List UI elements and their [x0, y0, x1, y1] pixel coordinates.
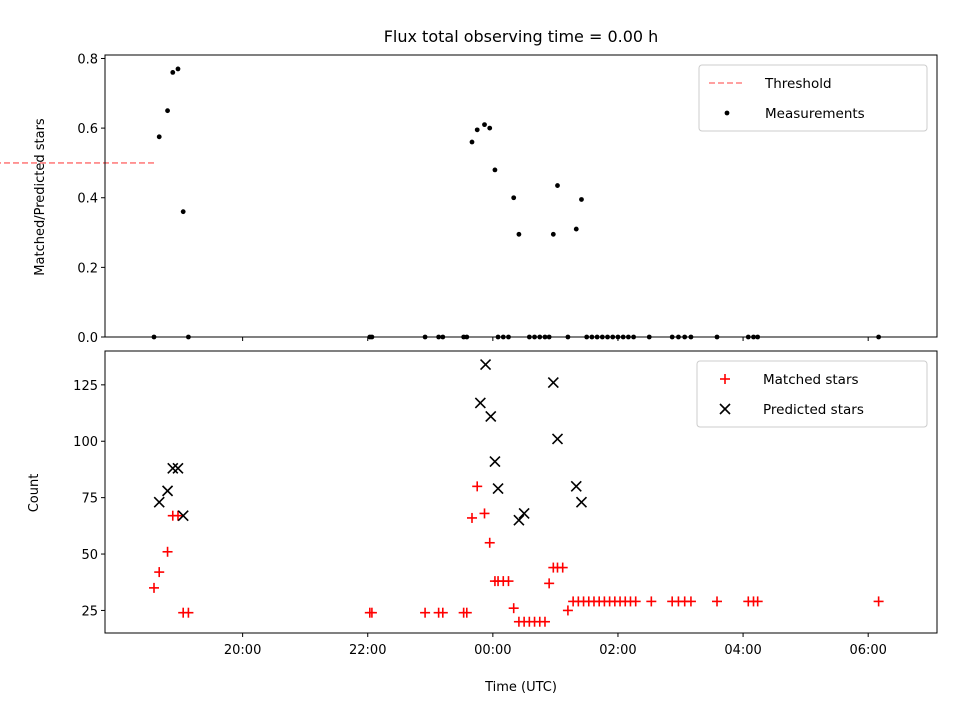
legend-label: Matched stars: [763, 372, 859, 388]
predicted-star-point: [485, 410, 497, 422]
predicted-star-point: [172, 462, 184, 474]
predicted-star-point: [513, 514, 525, 526]
legend-box: [696, 360, 928, 428]
predicted-star-point: [153, 496, 165, 508]
measurement-point: [165, 108, 170, 114]
matched-star-point: [472, 481, 483, 492]
predicted-star-point: [492, 483, 504, 495]
measurement-point: [469, 139, 475, 145]
matched-star-point: [752, 596, 763, 607]
measurement-point: [180, 209, 186, 215]
x-tick-label: 00:00: [474, 643, 511, 658]
measurement-point: [156, 134, 162, 140]
x-tick-label: 20:00: [224, 643, 261, 658]
matched-star-point: [366, 607, 377, 618]
measurement-point: [487, 125, 493, 131]
matched-star-point: [466, 512, 477, 523]
measurement-point: [511, 195, 517, 201]
matched-star-point: [712, 596, 723, 607]
legend-label: Threshold: [764, 76, 832, 92]
y-tick-label: 0.6: [77, 122, 98, 137]
chart-title: Flux total observing time = 0.00 h: [384, 27, 659, 46]
legend-box: [698, 64, 928, 132]
y-tick-label: 125: [73, 379, 98, 394]
matched-star-point: [544, 578, 555, 589]
matched-star-point: [539, 616, 550, 627]
measurement-point: [555, 183, 560, 188]
predicted-star-point: [547, 377, 559, 389]
y-tick-label: 25: [81, 604, 98, 619]
matched-star-point: [646, 596, 657, 607]
matched-star-point: [479, 508, 490, 519]
y-tick-label: 0.0: [77, 331, 98, 346]
matched-star-point: [685, 596, 696, 607]
legend-label: Predicted stars: [763, 402, 864, 418]
measurement-point: [579, 197, 584, 202]
measurement-point: [550, 231, 556, 237]
matched-star-point: [183, 607, 194, 618]
legend: Matched stars Predicted stars: [696, 360, 928, 428]
y-tick-label: 0.8: [77, 52, 98, 67]
y-tick-label: 0.4: [77, 192, 98, 207]
top-y-axis-label: Matched/Predicted stars: [33, 118, 48, 276]
matched-star-point: [461, 607, 472, 618]
measurement-point: [175, 66, 181, 72]
y-tick-label: 50: [81, 548, 98, 563]
measurement-point: [492, 167, 498, 173]
matched-star-point: [484, 537, 495, 548]
y-tick-label: 100: [73, 435, 98, 450]
predicted-star-point: [575, 496, 588, 508]
x-tick-label: 22:00: [349, 643, 386, 658]
measurement-point: [474, 127, 480, 133]
predicted-star-point: [489, 455, 501, 468]
x-tick-label: 06:00: [849, 643, 886, 658]
predicted-star-point: [570, 480, 582, 492]
predicted-star-point: [177, 510, 189, 522]
matched-star-point: [437, 607, 448, 618]
y-tick-label: 75: [81, 492, 98, 507]
predicted-star-point: [161, 485, 174, 497]
measurement-point: [482, 122, 487, 128]
legend-measurement-swatch: [724, 110, 730, 116]
y-tick-label: 0.2: [77, 261, 98, 276]
measurement-point: [573, 226, 579, 232]
legend-predicted-swatch: [719, 403, 731, 415]
bottom-y-axis-label: Count: [27, 474, 42, 513]
legend: Threshold Measurements: [698, 64, 928, 132]
predicted-star-point: [167, 462, 179, 474]
x-axis-label: Time (UTC): [484, 680, 557, 695]
measurement-point: [516, 231, 522, 237]
plot-frame: [104, 350, 938, 634]
bottom-panel-counts: 25 50 75 100 125 20:00 22:00 00:00 02:00 04:00 06:…: [73, 350, 938, 658]
predicted-star-point: [518, 507, 530, 519]
matched-star-point: [503, 576, 514, 587]
top-panel-ratio: 0.0 0.2 0.4 0.6 0.8 Threshold Measurements: [0, 52, 938, 346]
x-tick-label: 04:00: [724, 643, 761, 658]
plot-frame: [104, 54, 938, 338]
matched-star-point: [873, 596, 884, 607]
matched-star-point: [162, 546, 173, 557]
matched-star-point: [149, 582, 160, 593]
matched-star-point: [630, 596, 641, 607]
legend-label: Measurements: [765, 106, 865, 122]
matched-star-point: [420, 607, 431, 618]
x-tick-label: 02:00: [599, 643, 636, 658]
measurement-point: [170, 70, 176, 75]
matched-star-point: [562, 605, 573, 616]
matched-star-point: [154, 567, 165, 578]
predicted-star-point: [474, 397, 486, 409]
matched-star-point: [508, 603, 519, 614]
predicted-star-point: [479, 358, 492, 371]
legend-matched-swatch: [720, 374, 730, 384]
matched-star-point: [172, 510, 183, 521]
predicted-star-point: [551, 433, 564, 445]
matched-star-point: [557, 562, 568, 573]
